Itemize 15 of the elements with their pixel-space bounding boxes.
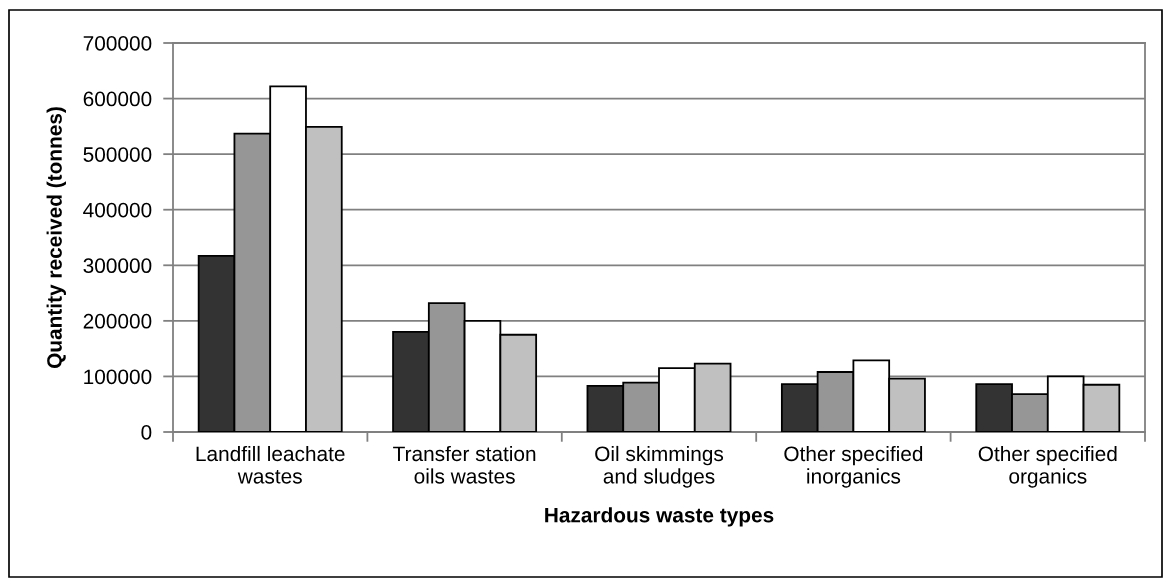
y-tick-label: 700000 — [83, 36, 152, 51]
x-tick-label: Landfill leachate wastes — [196, 445, 345, 484]
x-tick-label: Transfer station oils wastes — [393, 445, 536, 484]
y-axis-title: Quantity received (tonnes) — [46, 107, 66, 369]
y-tick-label: 600000 — [83, 91, 152, 107]
y-tick-label: 0 — [141, 425, 152, 440]
y-tick-label: 400000 — [83, 202, 152, 218]
y-tick-label: 300000 — [83, 258, 152, 274]
x-tick-label: Other specified organics — [978, 445, 1117, 488]
y-tick-label: 500000 — [83, 147, 152, 162]
y-tick-label: 100000 — [84, 369, 152, 385]
y-tick-label: 200000 — [83, 313, 152, 329]
x-axis-title: Hazardous waste types — [545, 507, 774, 527]
x-tick-label: Other specified inorganics — [784, 445, 923, 488]
x-tick-label: Oil skimmings and sludges — [595, 445, 724, 488]
